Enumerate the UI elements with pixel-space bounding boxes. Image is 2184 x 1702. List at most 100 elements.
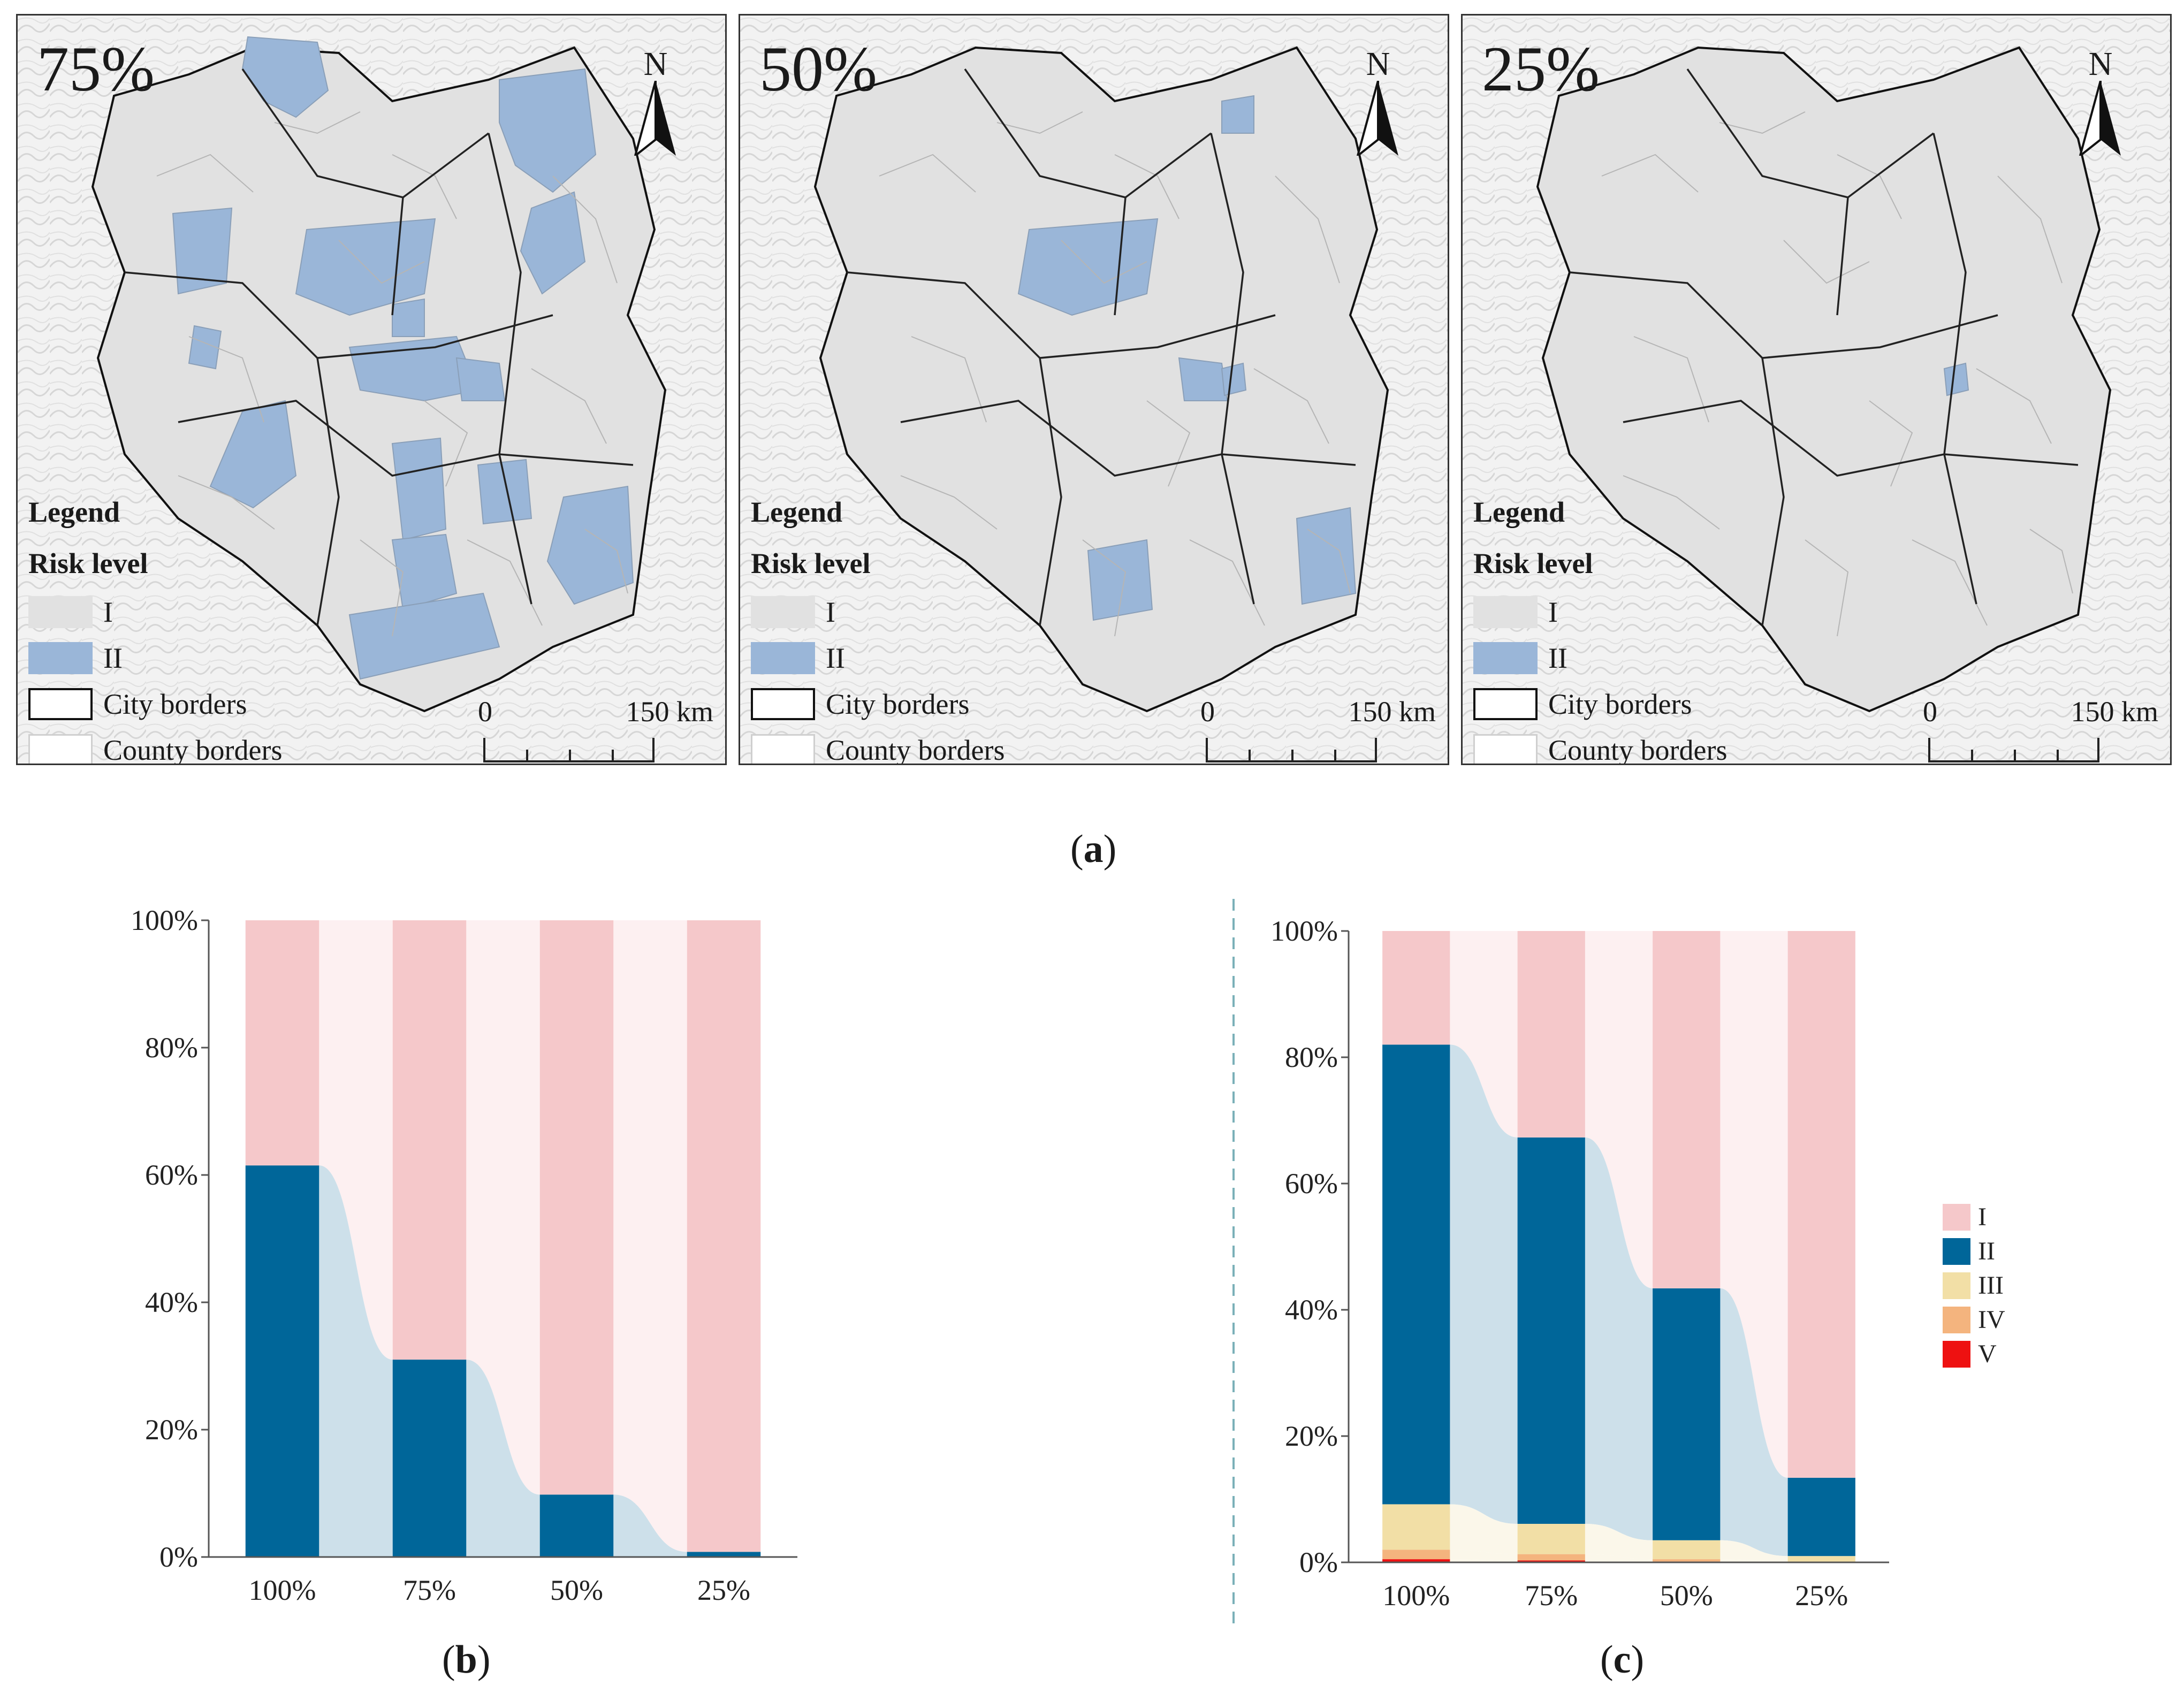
legend-swatch-iv [1943, 1307, 1970, 1333]
flow-band-ii [1450, 1044, 1518, 1524]
flow-band-ii [613, 1494, 687, 1557]
flow-band-iii [1450, 1504, 1518, 1554]
y-tick-label: 80% [145, 1032, 198, 1064]
county-border [1976, 368, 2052, 444]
legend-item-risk-i: I [751, 589, 1051, 635]
city-border [391, 197, 404, 316]
map-legend: Legend Risk level I II City borders Coun… [751, 486, 1051, 764]
county-border [900, 475, 998, 530]
legend-label: II [1548, 642, 1567, 674]
bar-75pct-iii [1517, 1524, 1585, 1554]
scale-distance: 150 km [2071, 696, 2158, 728]
legend-swatch-risk-ii [751, 642, 815, 674]
chart-b: 100% 75% 50% 25% 0% 20% 40% 60% 80% 100% [131, 904, 797, 1606]
flow-band-iv [1585, 1554, 1653, 1562]
county-risk-ii [392, 298, 425, 337]
y-tick-label: 60% [145, 1159, 198, 1191]
legend-swatch-city-borders [28, 688, 93, 720]
legend-item-city-borders: City borders [751, 681, 1051, 727]
legend-subtitle: Risk level [1473, 547, 1593, 579]
county-risk-ii [1943, 362, 1969, 396]
map-percent-label: 25% [1482, 33, 1600, 104]
scale-bar-ticks [1928, 738, 2099, 762]
legend-label: I [826, 596, 835, 628]
city-border [178, 400, 634, 477]
county-border [1114, 154, 1179, 219]
county-border [360, 539, 404, 637]
flow-band-i [1450, 931, 1518, 1138]
bar-100pct-i [1382, 931, 1450, 1045]
province-area [813, 46, 1389, 713]
city-border [964, 68, 1212, 199]
legend-title: Legend [28, 496, 120, 528]
county-risk-ii [391, 533, 458, 610]
bar-75pct-v [1517, 1560, 1585, 1562]
county-border [1837, 154, 1902, 219]
flow-band-iii [1720, 1540, 1788, 1562]
county-risk-ii [1221, 362, 1247, 396]
map-legend: Legend Risk level I II City borders Coun… [1473, 486, 1773, 764]
legend-item-risk-i: I [28, 589, 328, 635]
caption-a: (a) [1070, 827, 1117, 871]
legend-label: II [826, 642, 845, 674]
city-border [1210, 133, 1255, 605]
county-risk-ii [1087, 539, 1153, 621]
county-border [552, 175, 618, 284]
north-arrow-icon [2078, 80, 2121, 159]
scale-zero: 0 [1200, 696, 1215, 728]
caption-c-letter: c [1613, 1638, 1631, 1682]
county-border [996, 111, 1083, 134]
county-border [1783, 240, 1870, 284]
legend-item-risk-ii: II [28, 635, 328, 681]
y-tick-label: 40% [145, 1286, 198, 1318]
county-risk-ii [209, 400, 297, 509]
y-tick-label: 0% [159, 1541, 198, 1573]
bar-75pct-ii [1517, 1137, 1585, 1524]
north-letter: N [643, 46, 668, 82]
scale-bar: 0 150 km [1907, 695, 2158, 764]
legend-label: I [103, 596, 113, 628]
legend-swatch-v [1943, 1341, 1970, 1368]
legend-swatch-risk-ii [1473, 642, 1538, 674]
county-border [1253, 368, 1329, 444]
scale-zero: 0 [478, 696, 492, 728]
legend-swatch-county-borders [1473, 734, 1538, 764]
bar-50pct-iii [1653, 1540, 1721, 1560]
caption-b-letter: b [455, 1638, 477, 1682]
legend-label: City borders [826, 688, 970, 720]
bar-25pct-i [687, 920, 761, 1552]
county-risk-ii [188, 325, 222, 370]
county-risk-ii [172, 207, 233, 295]
city-border [488, 133, 532, 605]
legend-label: I [1548, 596, 1558, 628]
city-border [1623, 400, 2079, 477]
county-risk-ii [455, 357, 506, 401]
legend-title: Legend [751, 496, 843, 528]
scale-zero: 0 [1923, 696, 1937, 728]
map-percent-label: 50% [759, 33, 877, 104]
county-border [1869, 400, 1913, 487]
legend-subtitle: Risk level [751, 547, 871, 579]
city-border [900, 400, 1356, 477]
legend-label: County borders [103, 734, 283, 765]
scale-bar: 0 150 km [462, 695, 713, 764]
county-border [1623, 475, 1720, 530]
scale-distance: 150 km [1348, 696, 1436, 728]
county-border [1061, 240, 1147, 284]
county-risk-ii [1178, 357, 1228, 401]
flow-band-i [319, 920, 393, 1360]
legend-swatch-ii [1943, 1238, 1970, 1265]
flow-band-i [613, 920, 687, 1552]
legend-subtitle: Risk level [28, 547, 148, 579]
north-arrow-icon [1356, 80, 1398, 159]
panel-separator [1232, 899, 1235, 1627]
bar-50pct-i [1653, 931, 1721, 1288]
bar-25pct-ii [687, 1552, 761, 1557]
city-border [316, 357, 340, 626]
map-legend: Legend Risk level I II City borders Coun… [28, 486, 328, 765]
bar-100pct-iii [1382, 1504, 1450, 1550]
north-arrow-icon [633, 80, 676, 159]
legend-item-risk-ii: II [1473, 635, 1773, 681]
legend-swatch-iii [1943, 1272, 1970, 1299]
city-border [1932, 133, 1977, 605]
